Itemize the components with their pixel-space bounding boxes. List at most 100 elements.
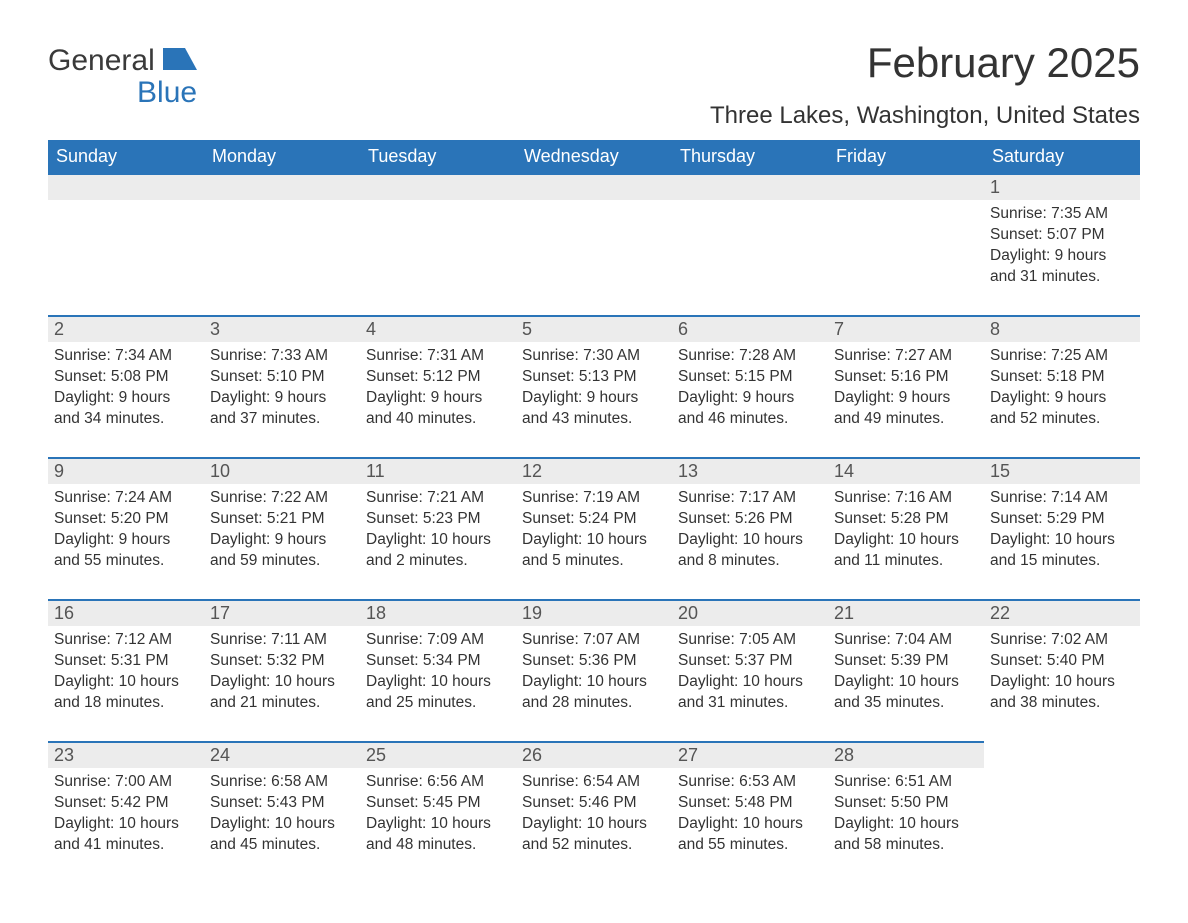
sunrise-text: Sunrise: 7:25 AM: [990, 346, 1134, 367]
day-data: Sunrise: 7:27 AMSunset: 5:16 PMDaylight:…: [828, 342, 984, 438]
day-data: Sunrise: 7:02 AMSunset: 5:40 PMDaylight:…: [984, 626, 1140, 722]
sunset-text: Sunset: 5:13 PM: [522, 367, 666, 388]
day-data: Sunrise: 7:28 AMSunset: 5:15 PMDaylight:…: [672, 342, 828, 438]
sunrise-text: Sunrise: 7:33 AM: [210, 346, 354, 367]
sunrise-text: Sunrise: 7:11 AM: [210, 630, 354, 651]
daylight1-text: Daylight: 10 hours: [54, 814, 198, 835]
daylight2-text: and 34 minutes.: [54, 409, 198, 430]
calendar-week: 9Sunrise: 7:24 AMSunset: 5:20 PMDaylight…: [48, 457, 1140, 599]
calendar-cell: 14Sunrise: 7:16 AMSunset: 5:28 PMDayligh…: [828, 457, 984, 599]
sunset-text: Sunset: 5:08 PM: [54, 367, 198, 388]
daylight1-text: Daylight: 10 hours: [366, 814, 510, 835]
day-number: 2: [48, 315, 204, 342]
calendar-cell: 15Sunrise: 7:14 AMSunset: 5:29 PMDayligh…: [984, 457, 1140, 599]
calendar-week: 2 Sunrise: 7:34 AMSunset: 5:08 PM Daylight…: [48, 315, 1140, 457]
day-data: Sunrise: 6:54 AMSunset: 5:46 PMDaylight:…: [516, 768, 672, 864]
daylight1-text: Daylight: 10 hours: [678, 530, 822, 551]
sunrise-text: Sunrise: 7:34 AM: [54, 346, 198, 367]
sunset-text: Sunset: 5:40 PM: [990, 651, 1134, 672]
daylight2-text: and 48 minutes.: [366, 835, 510, 856]
day-number: 18: [360, 599, 516, 626]
brand-text: General Blue: [48, 40, 197, 108]
calendar-week: 1Sunrise: 7:35 AMSunset: 5:07 PMDaylight…: [48, 173, 1140, 315]
daylight1-text: Daylight: 9 hours: [210, 530, 354, 551]
day-data: Sunrise: 7:30 AMSunset: 5:13 PMDaylight:…: [516, 342, 672, 438]
sunset-text: Sunset: 5:12 PM: [366, 367, 510, 388]
day-data: Sunrise: 7:22 AMSunset: 5:21 PMDaylight:…: [204, 484, 360, 580]
calendar-cell: 22Sunrise: 7:02 AMSunset: 5:40 PMDayligh…: [984, 599, 1140, 741]
day-number: 16: [48, 599, 204, 626]
daylight1-text: Daylight: 10 hours: [834, 814, 978, 835]
daylight1-text: Daylight: 10 hours: [678, 814, 822, 835]
daylight1-text: Daylight: 9 hours: [834, 388, 978, 409]
page-header: General Blue February 2025 Three Lakes, …: [48, 40, 1140, 140]
daylight1-text: Daylight: 10 hours: [522, 672, 666, 693]
sunrise-text: Sunrise: 7:28 AM: [678, 346, 822, 367]
day-header: Monday: [204, 140, 360, 173]
daylight2-text: and 2 minutes.: [366, 551, 510, 572]
calendar-cell: 9Sunrise: 7:24 AMSunset: 5:20 PMDaylight…: [48, 457, 204, 599]
day-number: 12: [516, 457, 672, 484]
sunrise-text: Sunrise: 7:22 AM: [210, 488, 354, 509]
day-number: 6: [672, 315, 828, 342]
day-number: 22: [984, 599, 1140, 626]
day-number: 20: [672, 599, 828, 626]
day-data: Sunrise: 7:21 AMSunset: 5:23 PMDaylight:…: [360, 484, 516, 580]
calendar-cell: 18Sunrise: 7:09 AMSunset: 5:34 PMDayligh…: [360, 599, 516, 741]
daylight2-text: and 52 minutes.: [522, 835, 666, 856]
day-number: 27: [672, 741, 828, 768]
sunset-text: Sunset: 5:10 PM: [210, 367, 354, 388]
daylight2-text: and 45 minutes.: [210, 835, 354, 856]
sunset-text: Sunset: 5:45 PM: [366, 793, 510, 814]
day-data: Sunrise: 7:05 AMSunset: 5:37 PMDaylight:…: [672, 626, 828, 722]
daylight2-text: and 37 minutes.: [210, 409, 354, 430]
daylight2-text: and 40 minutes.: [366, 409, 510, 430]
day-data: Sunrise: 7:31 AMSunset: 5:12 PMDaylight:…: [360, 342, 516, 438]
calendar-cell: 21Sunrise: 7:04 AMSunset: 5:39 PMDayligh…: [828, 599, 984, 741]
sunset-text: Sunset: 5:48 PM: [678, 793, 822, 814]
sunset-text: Sunset: 5:36 PM: [522, 651, 666, 672]
title-block: February 2025 Three Lakes, Washington, U…: [710, 40, 1140, 140]
day-header: Sunday: [48, 140, 204, 173]
calendar-cell: 19Sunrise: 7:07 AMSunset: 5:36 PMDayligh…: [516, 599, 672, 741]
daylight1-text: Daylight: 10 hours: [366, 672, 510, 693]
calendar-cell: [48, 173, 204, 315]
day-stripe-empty: [516, 173, 672, 200]
day-stripe-empty: [360, 173, 516, 200]
sunrise-text: Sunrise: 7:12 AM: [54, 630, 198, 651]
sunrise-text: Sunrise: 7:17 AM: [678, 488, 822, 509]
day-number: 5: [516, 315, 672, 342]
calendar-body: 1Sunrise: 7:35 AMSunset: 5:07 PMDaylight…: [48, 173, 1140, 883]
calendar-cell: 24Sunrise: 6:58 AMSunset: 5:43 PMDayligh…: [204, 741, 360, 883]
month-title: February 2025: [710, 40, 1140, 86]
day-number: 25: [360, 741, 516, 768]
day-number: 8: [984, 315, 1140, 342]
day-number: 3: [204, 315, 360, 342]
daylight2-text: and 55 minutes.: [54, 551, 198, 572]
calendar-cell: [984, 741, 1140, 883]
daylight2-text: and 8 minutes.: [678, 551, 822, 572]
calendar-cell: [360, 173, 516, 315]
calendar-cell: 28Sunrise: 6:51 AMSunset: 5:50 PMDayligh…: [828, 741, 984, 883]
daylight1-text: Daylight: 9 hours: [990, 246, 1134, 267]
day-data: Sunrise: 6:51 AMSunset: 5:50 PMDaylight:…: [828, 768, 984, 864]
calendar-cell: 6Sunrise: 7:28 AMSunset: 5:15 PMDaylight…: [672, 315, 828, 457]
daylight2-text: and 52 minutes.: [990, 409, 1134, 430]
sunrise-text: Sunrise: 7:04 AM: [834, 630, 978, 651]
daylight1-text: Daylight: 9 hours: [54, 530, 198, 551]
day-number: 13: [672, 457, 828, 484]
day-header: Tuesday: [360, 140, 516, 173]
calendar-cell: 8Sunrise: 7:25 AMSunset: 5:18 PMDaylight…: [984, 315, 1140, 457]
day-data: Sunrise: 7:19 AMSunset: 5:24 PMDaylight:…: [516, 484, 672, 580]
sunset-text: Sunset: 5:18 PM: [990, 367, 1134, 388]
calendar-cell: 25Sunrise: 6:56 AMSunset: 5:45 PMDayligh…: [360, 741, 516, 883]
sunset-text: Sunset: 5:21 PM: [210, 509, 354, 530]
sunrise-text: Sunrise: 7:21 AM: [366, 488, 510, 509]
daylight1-text: Daylight: 10 hours: [210, 672, 354, 693]
calendar-cell: [828, 173, 984, 315]
day-number: 4: [360, 315, 516, 342]
calendar-table: SundayMondayTuesdayWednesdayThursdayFrid…: [48, 140, 1140, 883]
sunrise-text: Sunrise: 7:00 AM: [54, 772, 198, 793]
calendar-cell: 1Sunrise: 7:35 AMSunset: 5:07 PMDaylight…: [984, 173, 1140, 315]
sunrise-text: Sunrise: 7:02 AM: [990, 630, 1134, 651]
